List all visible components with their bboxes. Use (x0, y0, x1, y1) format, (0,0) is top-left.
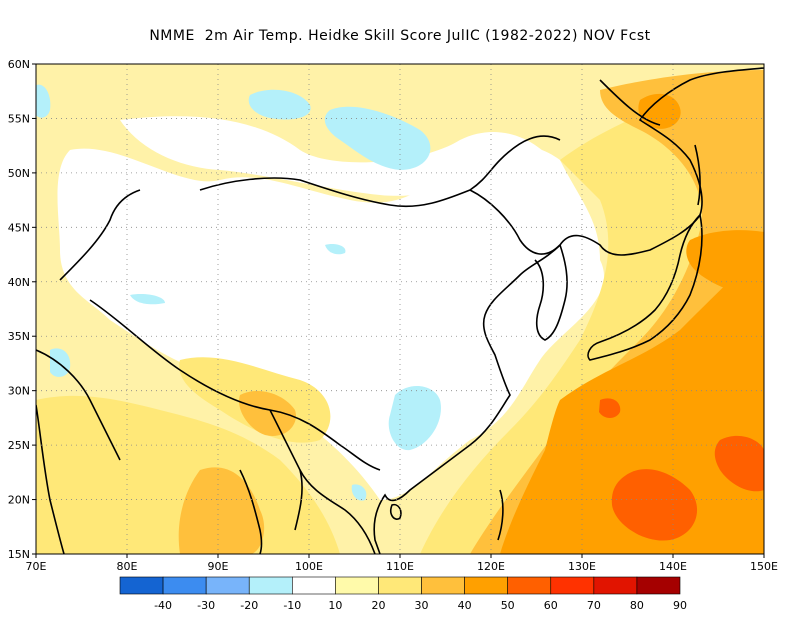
skill-60-east (714, 435, 764, 492)
colorbar-label: 90 (673, 599, 687, 612)
coastline-mainland (373, 67, 764, 554)
colorbar-swatch (636, 576, 681, 595)
colorbar-swatch (550, 576, 595, 595)
coastline-korea (534, 244, 568, 341)
latitude-labels: 15N 20N 25N 30N 35N 40N 45N 50N 55N 60N (8, 58, 36, 561)
colorbar-swatch (593, 576, 638, 595)
coastline-hainan (390, 503, 402, 520)
lon-tick-label: 70E (26, 560, 47, 573)
colorbar-label: 70 (587, 599, 601, 612)
colorbar-label: 10 (328, 599, 342, 612)
lat-tick-label: 15N (8, 548, 30, 561)
border-china-russia-north (469, 189, 561, 255)
negative-patch-mongolia (248, 89, 311, 120)
coastlines (36, 67, 764, 554)
lat-tick-label: 40N (8, 276, 30, 289)
colorbar-swatch (248, 576, 293, 595)
colorbar-swatch (292, 576, 336, 595)
colorbar-label: 20 (371, 599, 385, 612)
colorbar-swatch (162, 576, 207, 595)
colorbar-label: -10 (283, 599, 301, 612)
border-india-west (36, 349, 121, 461)
colorbar-swatch (335, 576, 379, 595)
skill-field (36, 64, 764, 554)
colorbar-label: -30 (197, 599, 215, 612)
colorbar-swatch (119, 576, 164, 595)
lon-tick-label: 150E (750, 560, 778, 573)
border-himalaya (89, 299, 381, 471)
colorbar-swatch (205, 576, 250, 595)
lon-tick-label: 90E (208, 560, 229, 573)
colorbar-swatch (507, 576, 552, 595)
colorbar-swatch (421, 576, 465, 595)
no-skill-region (57, 144, 605, 500)
colorbar-label: 60 (544, 599, 558, 612)
lat-tick-label: 30N (8, 385, 30, 398)
lon-tick-label: 80E (117, 560, 138, 573)
lat-tick-label: 20N (8, 494, 30, 507)
colorbar-label: -40 (154, 599, 172, 612)
negative-patch-south-china (388, 385, 441, 451)
colorbar-label: 30 (415, 599, 429, 612)
colorbar-swatch (464, 576, 508, 595)
skill-50-pacific (500, 250, 764, 554)
lat-tick-label: 50N (8, 167, 30, 180)
negative-patch-plateau (130, 293, 165, 305)
skill-40-himalaya (239, 390, 296, 436)
negative-patch-plateau-2 (325, 243, 346, 255)
border-china-mongolia (199, 135, 561, 208)
colorbar-label: 80 (630, 599, 644, 612)
longitude-labels: 70E 80E 90E 100E 110E 120E 130E 140E 150E (26, 554, 778, 573)
colorbar-label: -20 (240, 599, 258, 612)
skill-30-india (36, 395, 340, 554)
lat-tick-label: 55N (8, 112, 30, 125)
skill-40-bay-of-bengal (178, 467, 265, 554)
negative-patch-vietnam (351, 484, 367, 501)
negative-patch-west (36, 84, 51, 118)
coastline-japan (587, 213, 703, 361)
coastline-taiwan (497, 489, 504, 541)
lat-tick-label: 25N (8, 439, 30, 452)
colorbar-label: 50 (501, 599, 515, 612)
lat-tick-label: 60N (8, 58, 30, 71)
no-skill-region-north (120, 116, 560, 196)
coastline-bay-of-bengal (239, 469, 263, 554)
lon-tick-label: 110E (386, 560, 414, 573)
lon-tick-label: 120E (477, 560, 505, 573)
lat-tick-label: 35N (8, 330, 30, 343)
negative-patch-pakistan (50, 348, 71, 377)
skill-60-philippine-sea (611, 469, 698, 541)
map-title: NMME 2m Air Temp. Heidke Skill Score Jul… (149, 28, 651, 44)
lon-tick-label: 140E (659, 560, 687, 573)
lon-tick-label: 100E (295, 560, 323, 573)
colorbar-label: 40 (458, 599, 472, 612)
skill-60-small (599, 398, 621, 418)
lon-tick-label: 130E (568, 560, 596, 573)
coastline-sakhalin (694, 144, 701, 206)
border-central-asia (59, 189, 141, 281)
coastline-india (36, 404, 65, 554)
skill-50-japan-sea (686, 230, 764, 300)
colorbar-swatch (378, 576, 422, 595)
gridlines (36, 64, 764, 554)
colorbar: -40 -30 -20 -10 10 20 30 40 50 60 70 80 90 (119, 576, 687, 612)
border-myanmar (269, 409, 303, 531)
negative-patch-baikal (324, 106, 431, 170)
coastline-okhotsk (599, 79, 661, 126)
coastline-indochina (299, 469, 376, 554)
lat-tick-label: 45N (8, 221, 30, 234)
